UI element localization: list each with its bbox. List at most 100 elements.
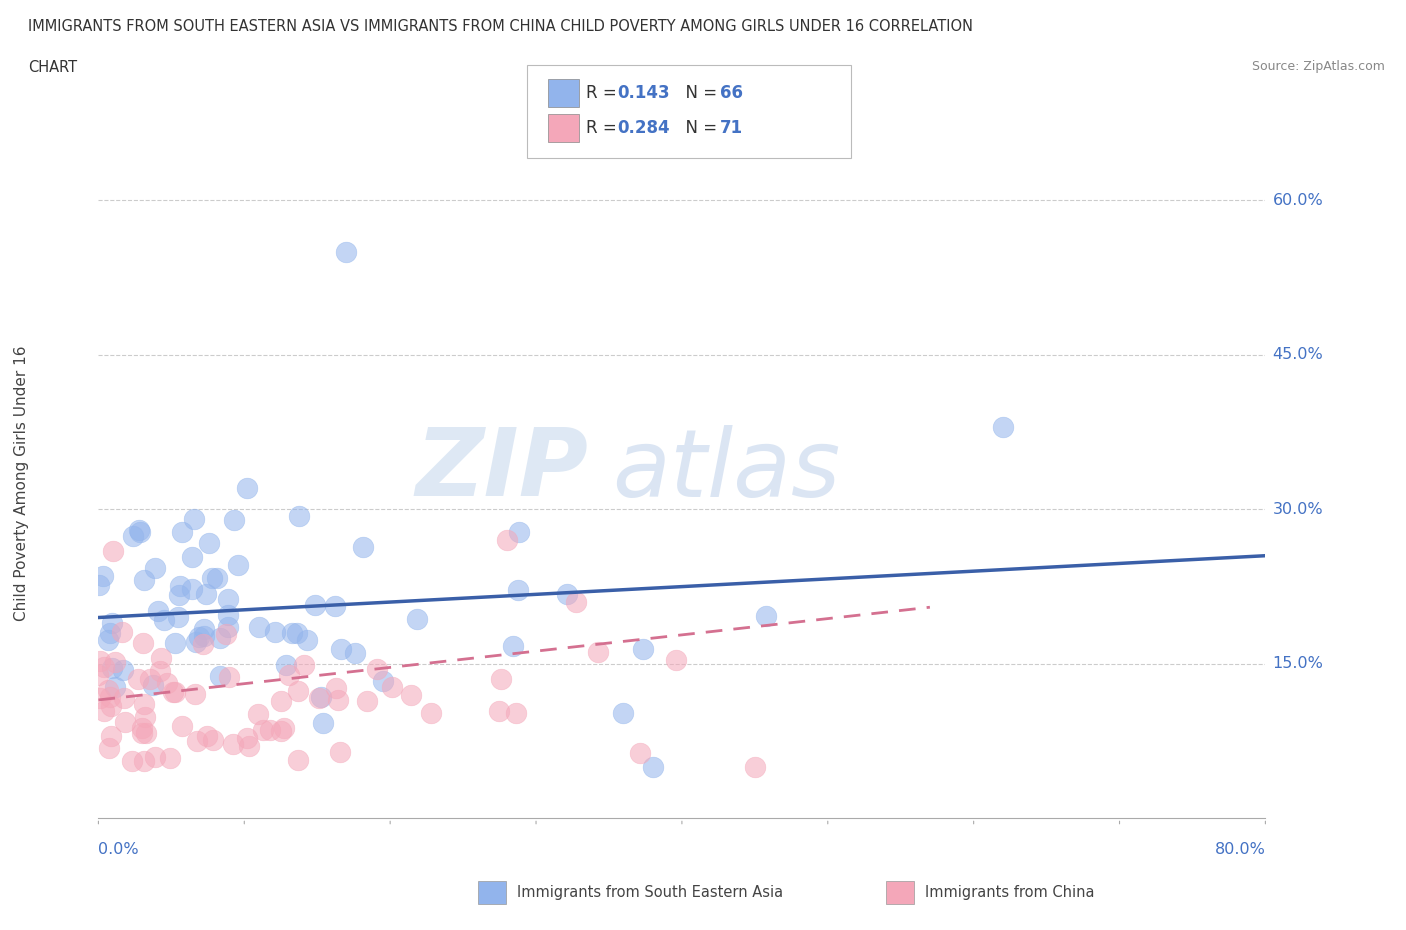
Point bbox=[150, 651, 173, 666]
Point bbox=[193, 629, 215, 644]
Text: 0.284: 0.284 bbox=[617, 119, 669, 138]
Point bbox=[193, 636, 215, 651]
Text: Immigrants from South Eastern Asia: Immigrants from South Eastern Asia bbox=[517, 885, 783, 900]
Point bbox=[325, 681, 347, 696]
Point bbox=[373, 674, 395, 689]
Point bbox=[129, 525, 152, 539]
Text: R =: R = bbox=[586, 119, 623, 138]
Point bbox=[98, 741, 121, 756]
Point bbox=[149, 664, 172, 679]
Text: 15.0%: 15.0% bbox=[1272, 657, 1323, 671]
Text: CHART: CHART bbox=[28, 60, 77, 75]
Point bbox=[270, 724, 292, 738]
Point bbox=[287, 753, 309, 768]
Point bbox=[201, 733, 224, 748]
Point bbox=[274, 658, 297, 672]
Point bbox=[295, 632, 318, 647]
Point bbox=[98, 689, 121, 704]
Point bbox=[287, 625, 309, 640]
Point bbox=[127, 671, 149, 686]
Point bbox=[612, 706, 634, 721]
Text: 80.0%: 80.0% bbox=[1215, 842, 1265, 857]
Point bbox=[991, 419, 1014, 434]
Point bbox=[292, 658, 315, 672]
Point bbox=[495, 533, 517, 548]
Point bbox=[218, 670, 240, 684]
Text: ZIP: ZIP bbox=[416, 424, 589, 516]
Point bbox=[555, 587, 578, 602]
Point bbox=[142, 677, 165, 692]
Point bbox=[153, 613, 176, 628]
Point bbox=[335, 245, 357, 259]
Point bbox=[183, 512, 205, 526]
Point bbox=[121, 753, 143, 768]
Point bbox=[381, 680, 404, 695]
Point bbox=[159, 751, 181, 765]
Point bbox=[163, 636, 186, 651]
Text: 45.0%: 45.0% bbox=[1272, 347, 1323, 363]
Point bbox=[180, 581, 202, 596]
Point bbox=[93, 659, 115, 674]
Text: N =: N = bbox=[675, 84, 723, 102]
Point bbox=[631, 642, 654, 657]
Point bbox=[100, 728, 122, 743]
Point bbox=[91, 568, 114, 583]
Point bbox=[226, 558, 249, 573]
Point bbox=[247, 619, 270, 634]
Point bbox=[170, 719, 193, 734]
Point bbox=[184, 686, 207, 701]
Point bbox=[101, 616, 124, 631]
Point bbox=[132, 697, 155, 711]
Point bbox=[565, 594, 588, 609]
Point bbox=[132, 636, 155, 651]
Point bbox=[273, 720, 295, 735]
Point bbox=[308, 690, 330, 705]
Point bbox=[263, 625, 285, 640]
Point bbox=[502, 638, 524, 653]
Point bbox=[184, 635, 207, 650]
Point bbox=[304, 598, 326, 613]
Point bbox=[665, 653, 688, 668]
Point bbox=[328, 693, 350, 708]
Point bbox=[217, 620, 239, 635]
Point bbox=[236, 481, 259, 496]
Point bbox=[132, 753, 155, 768]
Point bbox=[131, 720, 153, 735]
Point bbox=[205, 571, 228, 586]
Point bbox=[222, 512, 245, 527]
Point bbox=[169, 578, 191, 593]
Point bbox=[198, 536, 221, 551]
Point bbox=[259, 723, 281, 737]
Point bbox=[146, 604, 169, 618]
Point bbox=[343, 645, 366, 660]
Point bbox=[278, 668, 301, 683]
Point bbox=[508, 582, 530, 597]
Point bbox=[128, 523, 150, 538]
Point bbox=[139, 671, 162, 686]
Point bbox=[356, 694, 378, 709]
Point bbox=[329, 745, 352, 760]
Point bbox=[755, 609, 778, 624]
Point bbox=[270, 694, 292, 709]
Text: Immigrants from China: Immigrants from China bbox=[925, 885, 1095, 900]
Point bbox=[143, 560, 166, 575]
Point bbox=[97, 683, 120, 698]
Point bbox=[143, 750, 166, 764]
Point bbox=[352, 539, 374, 554]
Point bbox=[489, 671, 512, 686]
Point bbox=[222, 737, 245, 751]
Text: R =: R = bbox=[586, 84, 623, 102]
Point bbox=[181, 550, 204, 565]
Point bbox=[134, 573, 156, 588]
Point bbox=[172, 525, 194, 539]
Point bbox=[162, 684, 184, 699]
Point bbox=[156, 676, 179, 691]
Point bbox=[238, 738, 260, 753]
Point bbox=[93, 704, 115, 719]
Point bbox=[208, 669, 231, 684]
Point bbox=[209, 631, 232, 645]
Text: N =: N = bbox=[675, 119, 723, 138]
Point bbox=[98, 626, 121, 641]
Point bbox=[218, 607, 240, 622]
Point bbox=[104, 655, 127, 670]
